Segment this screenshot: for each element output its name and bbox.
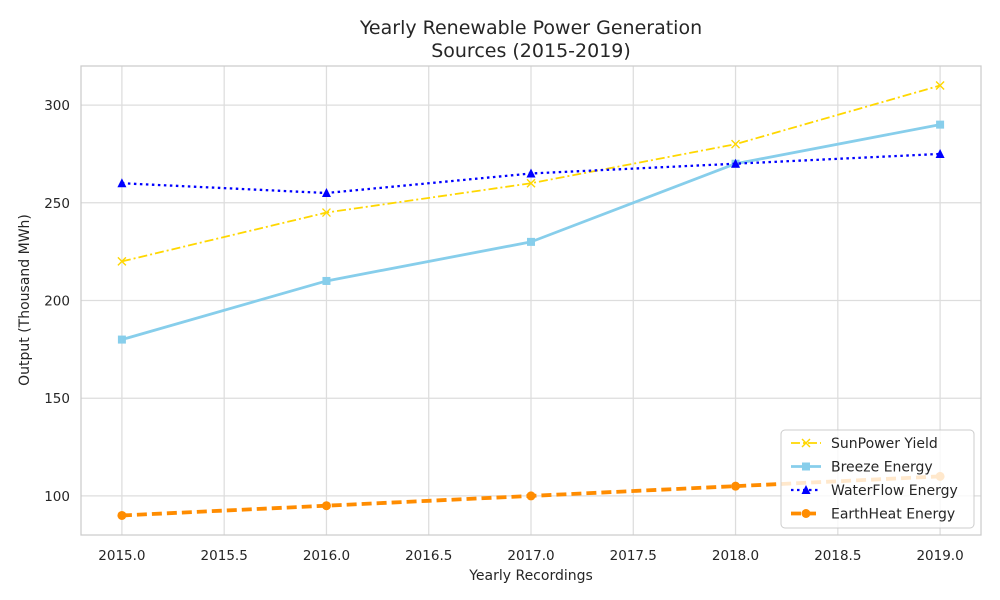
tick-labels: 2015.0 2015.5 2016.0 2016.5 2017.0 2017.5 2018… (44, 98, 963, 564)
chart-title-line-2: Sources (2015-2019) (431, 40, 631, 62)
data-point (322, 276, 331, 285)
data-point (731, 158, 741, 168)
y-axis-label: Output (Thousand MWh) (17, 214, 33, 386)
plot-frame (80, 65, 982, 536)
data-point (731, 139, 741, 149)
data-point (117, 256, 127, 266)
x-tick-label: 2016.5 (405, 548, 452, 564)
data-point (321, 208, 331, 218)
data-point (321, 188, 331, 198)
y-tick-label: 150 (44, 391, 70, 407)
y-tick-label: 250 (44, 196, 70, 212)
legend-marker (801, 438, 811, 448)
marker-stroke (526, 178, 536, 188)
series-0 (117, 81, 945, 266)
marker-stroke (321, 208, 331, 218)
legend-label: Breeze Energy (831, 460, 933, 476)
y-tick-label: 100 (44, 489, 70, 505)
data-point (117, 510, 127, 520)
series-2 (117, 148, 945, 198)
chart-title-line-1: Yearly Renewable Power Generation (359, 17, 702, 39)
x-tick-label: 2018.0 (712, 548, 759, 564)
legend-label: EarthHeat Energy (831, 507, 955, 523)
data-point (935, 148, 945, 158)
data-point (526, 491, 536, 501)
x-tick-label: 2019.0 (916, 548, 963, 564)
data-point (117, 335, 126, 344)
x-tick-label: 2016.0 (303, 548, 350, 564)
x-tick-label: 2018.5 (814, 548, 861, 564)
marker-stroke (935, 81, 945, 91)
legend-label: SunPower Yield (831, 436, 938, 452)
data-point (117, 178, 127, 188)
x-tick-label: 2015.0 (98, 548, 145, 564)
x-tick-label: 2015.5 (201, 548, 248, 564)
data-point (731, 481, 741, 491)
data-point (321, 501, 331, 511)
data-point (936, 120, 945, 129)
x-tick-label: 2017.5 (610, 548, 657, 564)
x-tick-label: 2017.0 (507, 548, 554, 564)
y-tick-label: 300 (44, 98, 70, 114)
legend-marker (801, 485, 811, 494)
data-point (526, 178, 536, 188)
legend-marker (801, 509, 811, 518)
legend-marker (802, 462, 810, 471)
marker-stroke (801, 438, 811, 448)
legend: SunPower Yield Breeze Energy WaterFlow Ene… (780, 429, 975, 529)
data-point (935, 81, 945, 91)
data-point (526, 168, 536, 178)
legend-box (780, 429, 975, 529)
x-axis-label: Yearly Recordings (468, 568, 593, 584)
y-tick-label: 200 (44, 294, 70, 310)
marker-stroke (117, 256, 127, 266)
data-point (527, 237, 535, 246)
marker-stroke (731, 139, 741, 149)
legend-label: WaterFlow Energy (831, 483, 958, 499)
